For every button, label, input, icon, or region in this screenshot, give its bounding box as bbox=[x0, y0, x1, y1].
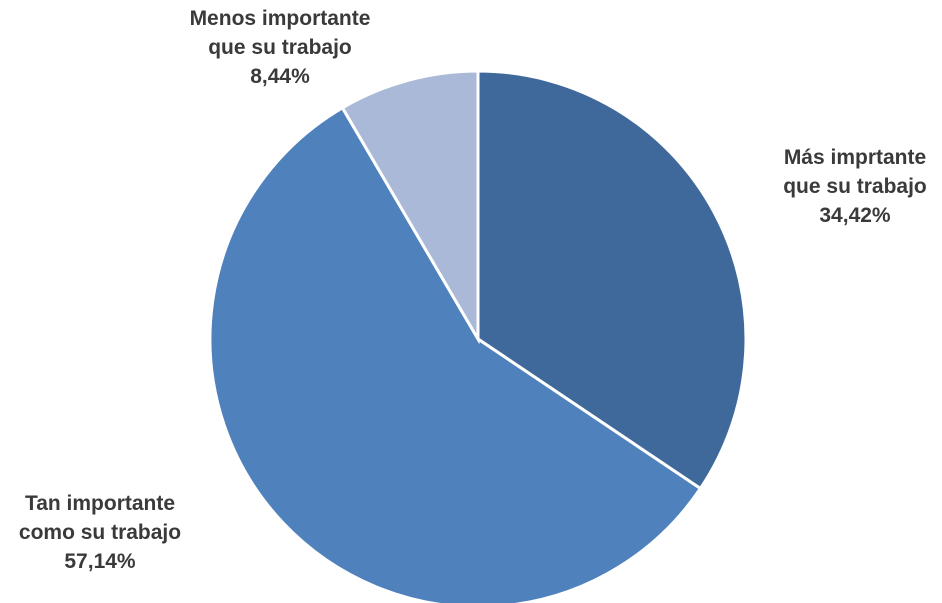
slice-label-line: Más imprtante bbox=[783, 146, 927, 169]
slice-value-label: 8,44% bbox=[250, 65, 310, 88]
slice-label-menos-importante: Menos importante que su trabajo 8,44% bbox=[170, 4, 390, 91]
slice-label-line: que su trabajo bbox=[208, 36, 352, 59]
slice-menos-importante bbox=[340, 69, 480, 345]
slice-label-line: Tan importante bbox=[24, 492, 176, 515]
slice-value-label: 34,42% bbox=[819, 204, 891, 227]
pie-slices bbox=[208, 69, 748, 603]
slice-tan-importante bbox=[208, 105, 703, 603]
slice-value-label: 57,14% bbox=[64, 550, 136, 573]
slice-label-line: que su trabajo bbox=[783, 175, 927, 198]
slice-label-line: Menos importante bbox=[189, 7, 371, 30]
slice-label-tan-importante: Tan importante como su trabajo 57,14% bbox=[5, 489, 195, 576]
slice-label-mas-importante: Más imprtante que su trabajo 34,42% bbox=[770, 143, 940, 230]
slice-label-line: como su trabajo bbox=[18, 521, 182, 544]
slice-mas-importante bbox=[476, 69, 748, 491]
